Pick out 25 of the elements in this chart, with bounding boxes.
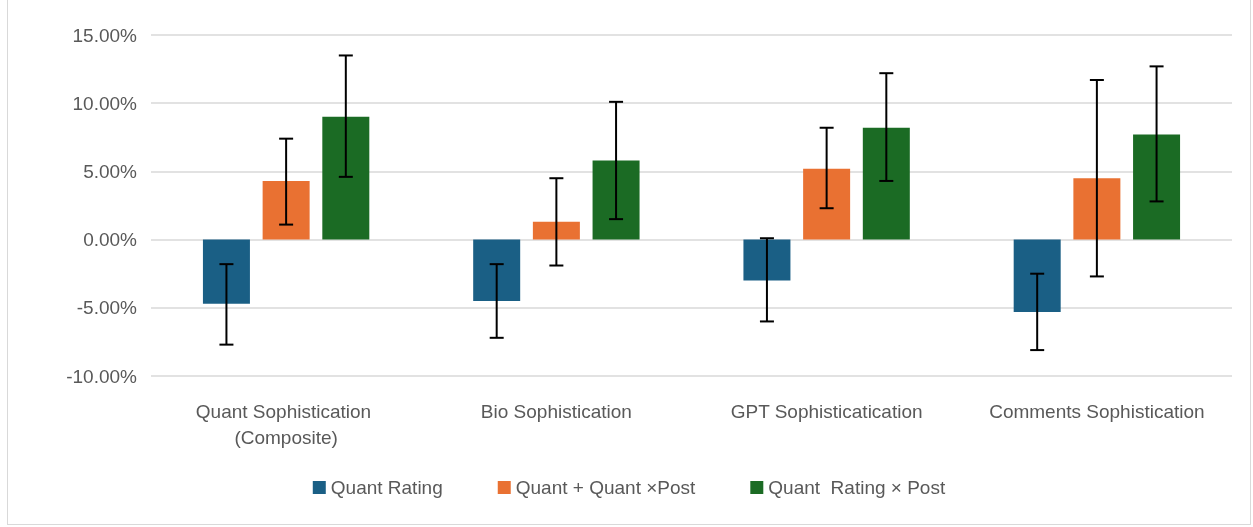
y-tick-label: 10.00% — [72, 92, 138, 114]
y-tick-label: -5.00% — [76, 297, 138, 319]
bar — [803, 168, 851, 240]
bar — [1073, 178, 1121, 240]
x-tick-label: Quant Sophistication (Composite) — [195, 400, 377, 448]
y-tick-label: 15.00% — [72, 24, 138, 46]
bar — [473, 239, 521, 301]
bar — [262, 180, 310, 240]
bar — [1133, 134, 1181, 240]
y-tick-label: 5.00% — [83, 160, 138, 182]
bar — [322, 116, 370, 240]
bar — [743, 239, 791, 281]
bar — [532, 221, 580, 240]
legend-label: Quant + Quant ×Post — [515, 477, 697, 498]
y-tick-label: 0.00% — [83, 229, 138, 251]
bar — [202, 239, 250, 304]
bar — [862, 127, 910, 240]
y-tick-label: -10.00% — [66, 365, 138, 387]
bar — [592, 160, 640, 240]
x-tick-label: Bio Sophistication — [480, 400, 632, 422]
legend-label: Quant Rating × Post — [768, 477, 946, 498]
x-tick-label: Comments Sophistication — [989, 400, 1205, 422]
legend-label: Quant Rating — [330, 477, 443, 498]
x-tick-label: GPT Sophisticatication — [730, 400, 923, 422]
bar — [1013, 239, 1061, 312]
